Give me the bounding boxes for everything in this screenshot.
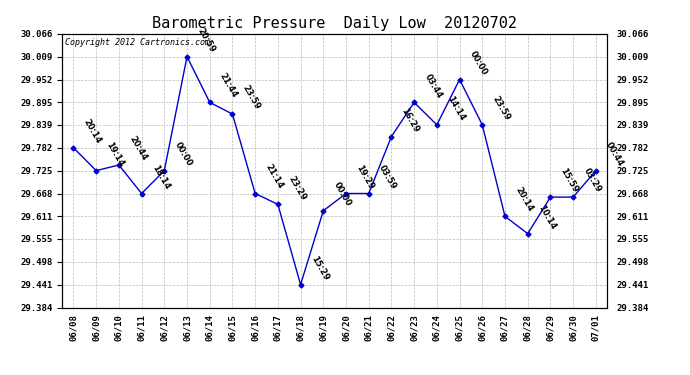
Text: 23:29: 23:29: [286, 174, 307, 202]
Text: 19:14: 19:14: [104, 140, 126, 168]
Text: 23:59: 23:59: [491, 94, 512, 122]
Text: 18:14: 18:14: [150, 163, 171, 191]
Text: 20:59: 20:59: [195, 26, 217, 54]
Text: 03:29: 03:29: [582, 167, 602, 194]
Text: 03:59: 03:59: [377, 163, 398, 191]
Text: 23:59: 23:59: [241, 84, 262, 111]
Text: 21:44: 21:44: [218, 72, 239, 100]
Text: 10:14: 10:14: [536, 203, 558, 231]
Text: 20:14: 20:14: [82, 117, 103, 145]
Text: 00:00: 00:00: [172, 141, 194, 168]
Text: 20:44: 20:44: [127, 135, 148, 162]
Text: 21:14: 21:14: [264, 163, 285, 191]
Text: Copyright 2012 Cartronics.com: Copyright 2012 Cartronics.com: [65, 38, 210, 47]
Title: Barometric Pressure  Daily Low  20120702: Barometric Pressure Daily Low 20120702: [152, 16, 517, 31]
Text: 00:00: 00:00: [468, 50, 489, 77]
Text: 03:44: 03:44: [422, 72, 444, 100]
Text: 00:44: 00:44: [604, 140, 625, 168]
Text: 15:59: 15:59: [559, 166, 580, 194]
Text: 14:14: 14:14: [445, 94, 466, 122]
Text: 16:29: 16:29: [400, 106, 421, 134]
Text: 19:29: 19:29: [355, 163, 375, 191]
Text: 20:14: 20:14: [513, 186, 535, 214]
Text: 15:29: 15:29: [309, 254, 330, 282]
Text: 00:00: 00:00: [332, 181, 353, 208]
